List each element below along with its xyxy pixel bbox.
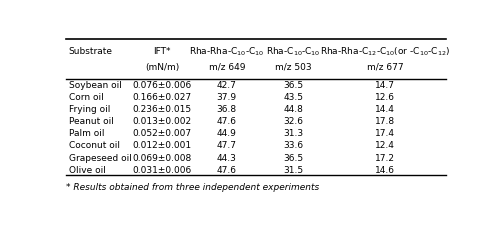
Text: 31.5: 31.5	[283, 165, 304, 174]
Text: Olive oil: Olive oil	[70, 165, 106, 174]
Text: Soybean oil: Soybean oil	[70, 81, 122, 90]
Text: 36.5: 36.5	[283, 81, 304, 90]
Text: 36.5: 36.5	[283, 153, 304, 162]
Text: 0.012±0.001: 0.012±0.001	[132, 141, 192, 150]
Text: Coconut oil: Coconut oil	[70, 141, 120, 150]
Text: (mN/m): (mN/m)	[145, 62, 180, 71]
Text: 14.7: 14.7	[376, 81, 396, 90]
Text: 17.2: 17.2	[376, 153, 396, 162]
Text: 37.9: 37.9	[217, 93, 237, 102]
Text: 14.4: 14.4	[376, 105, 396, 114]
Text: m/z 649: m/z 649	[208, 62, 245, 71]
Text: m/z 677: m/z 677	[367, 62, 404, 71]
Text: 47.7: 47.7	[217, 141, 237, 150]
Text: * Results obtained from three independent experiments: * Results obtained from three independen…	[66, 182, 320, 191]
Text: Grapeseed oil: Grapeseed oil	[70, 153, 132, 162]
Text: 33.6: 33.6	[283, 141, 304, 150]
Text: Rha-Rha-C$_{10}$-C$_{10}$: Rha-Rha-C$_{10}$-C$_{10}$	[189, 46, 264, 58]
Text: 0.052±0.007: 0.052±0.007	[132, 129, 192, 138]
Text: 31.3: 31.3	[283, 129, 304, 138]
Text: Peanut oil: Peanut oil	[70, 117, 114, 126]
Text: Substrate: Substrate	[68, 47, 112, 56]
Text: 44.8: 44.8	[284, 105, 303, 114]
Text: 42.7: 42.7	[217, 81, 237, 90]
Text: 17.8: 17.8	[376, 117, 396, 126]
Text: 36.8: 36.8	[217, 105, 237, 114]
Text: Rha-C$_{10}$-C$_{10}$: Rha-C$_{10}$-C$_{10}$	[266, 46, 320, 58]
Text: 12.6: 12.6	[376, 93, 396, 102]
Text: IFT*: IFT*	[154, 47, 171, 56]
Text: 0.069±0.008: 0.069±0.008	[132, 153, 192, 162]
Text: 0.031±0.006: 0.031±0.006	[132, 165, 192, 174]
Text: Rha-Rha-C$_{12}$-C$_{10}$(or -C$_{10}$-C$_{12}$): Rha-Rha-C$_{12}$-C$_{10}$(or -C$_{10}$-C…	[320, 46, 450, 58]
Text: 47.6: 47.6	[217, 165, 237, 174]
Text: m/z 503: m/z 503	[275, 62, 312, 71]
Text: 0.013±0.002: 0.013±0.002	[132, 117, 192, 126]
Text: 12.4: 12.4	[376, 141, 396, 150]
Text: 44.3: 44.3	[217, 153, 237, 162]
Text: Frying oil: Frying oil	[70, 105, 111, 114]
Text: 0.236±0.015: 0.236±0.015	[132, 105, 192, 114]
Text: 14.6: 14.6	[376, 165, 396, 174]
Text: Corn oil: Corn oil	[70, 93, 104, 102]
Text: 17.4: 17.4	[376, 129, 396, 138]
Text: 32.6: 32.6	[284, 117, 304, 126]
Text: 0.076±0.006: 0.076±0.006	[132, 81, 192, 90]
Text: 43.5: 43.5	[284, 93, 304, 102]
Text: 47.6: 47.6	[217, 117, 237, 126]
Text: 0.166±0.027: 0.166±0.027	[132, 93, 192, 102]
Text: Palm oil: Palm oil	[70, 129, 105, 138]
Text: 44.9: 44.9	[217, 129, 237, 138]
